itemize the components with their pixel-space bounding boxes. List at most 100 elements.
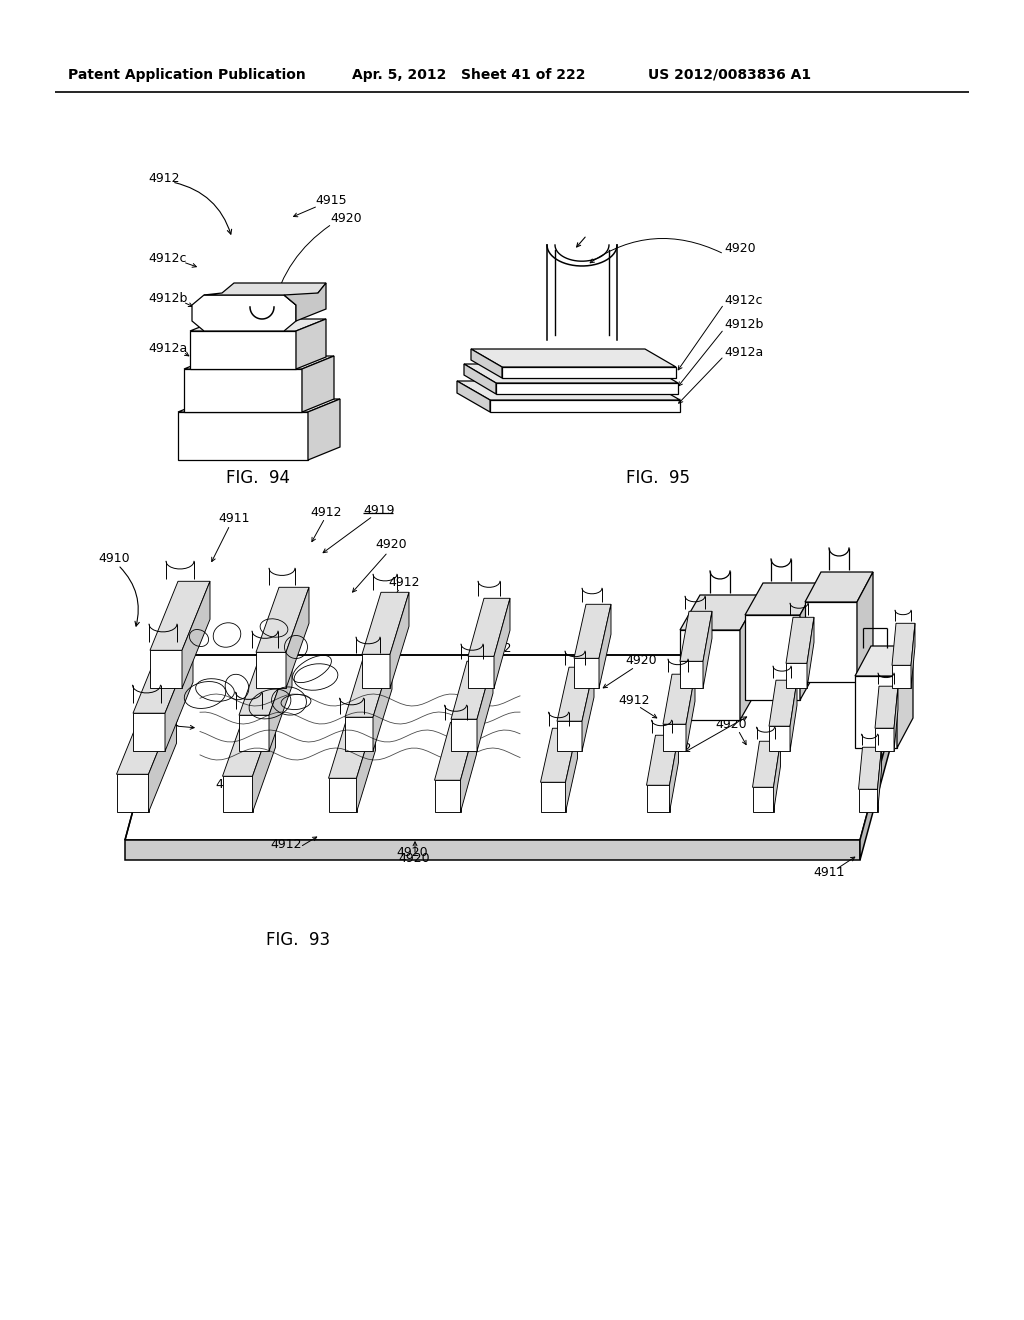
Polygon shape — [858, 747, 882, 789]
Polygon shape — [773, 742, 780, 812]
Polygon shape — [184, 370, 302, 412]
Polygon shape — [786, 663, 807, 688]
Polygon shape — [345, 717, 373, 751]
Polygon shape — [807, 618, 814, 688]
Polygon shape — [911, 623, 915, 688]
Polygon shape — [117, 705, 176, 775]
Polygon shape — [790, 680, 797, 751]
Text: 4920: 4920 — [330, 211, 361, 224]
Polygon shape — [740, 595, 760, 719]
Polygon shape — [150, 651, 182, 688]
Polygon shape — [468, 598, 510, 656]
Polygon shape — [892, 665, 911, 688]
Polygon shape — [745, 583, 818, 615]
Text: 4920: 4920 — [215, 779, 247, 792]
Polygon shape — [451, 661, 493, 719]
Polygon shape — [646, 785, 670, 812]
Polygon shape — [133, 644, 193, 713]
Polygon shape — [190, 331, 296, 370]
Polygon shape — [117, 775, 148, 812]
Polygon shape — [256, 587, 309, 652]
Polygon shape — [302, 356, 334, 412]
Polygon shape — [373, 655, 392, 751]
Polygon shape — [471, 348, 502, 378]
Text: 4912c: 4912c — [148, 252, 186, 264]
Polygon shape — [878, 747, 882, 812]
Text: 4912c: 4912c — [724, 293, 763, 306]
Polygon shape — [855, 676, 897, 748]
Polygon shape — [860, 655, 910, 861]
Text: 4912: 4912 — [618, 693, 649, 706]
Polygon shape — [457, 381, 680, 400]
Polygon shape — [390, 593, 409, 688]
Polygon shape — [477, 661, 493, 751]
Polygon shape — [329, 717, 376, 779]
Polygon shape — [222, 776, 253, 812]
Polygon shape — [753, 742, 780, 787]
Polygon shape — [464, 364, 678, 383]
Text: 4912a: 4912a — [724, 346, 763, 359]
Polygon shape — [769, 680, 797, 726]
Polygon shape — [434, 780, 461, 812]
Polygon shape — [541, 783, 565, 812]
Polygon shape — [133, 713, 165, 751]
Polygon shape — [680, 595, 760, 630]
Text: 4912: 4912 — [148, 715, 179, 729]
Polygon shape — [663, 675, 695, 725]
Polygon shape — [894, 686, 898, 751]
Polygon shape — [182, 581, 210, 688]
Polygon shape — [461, 722, 476, 812]
Text: FIG.  95: FIG. 95 — [626, 469, 690, 487]
Polygon shape — [541, 729, 578, 783]
Polygon shape — [345, 655, 392, 717]
Text: 4911: 4911 — [218, 511, 250, 524]
Polygon shape — [680, 611, 712, 661]
Polygon shape — [125, 655, 910, 840]
Polygon shape — [362, 593, 409, 655]
Polygon shape — [502, 367, 676, 378]
Polygon shape — [190, 319, 326, 331]
Polygon shape — [565, 729, 578, 812]
Text: 4912b: 4912b — [148, 292, 187, 305]
Polygon shape — [582, 667, 594, 751]
Polygon shape — [805, 572, 873, 602]
Polygon shape — [193, 294, 296, 331]
Polygon shape — [184, 356, 334, 370]
Text: FIG.  94: FIG. 94 — [226, 469, 290, 487]
Text: 4920: 4920 — [715, 718, 746, 731]
Polygon shape — [892, 623, 915, 665]
Text: 4910: 4910 — [98, 552, 130, 565]
Polygon shape — [494, 598, 510, 688]
Polygon shape — [269, 651, 292, 751]
Polygon shape — [680, 661, 703, 688]
Polygon shape — [434, 722, 476, 780]
Polygon shape — [646, 735, 679, 785]
Polygon shape — [253, 711, 275, 812]
Polygon shape — [557, 667, 594, 721]
Polygon shape — [557, 721, 582, 751]
Text: 4915: 4915 — [315, 194, 347, 206]
Text: 4912: 4912 — [148, 172, 179, 185]
Polygon shape — [125, 840, 860, 861]
Polygon shape — [490, 400, 680, 412]
Polygon shape — [239, 715, 269, 751]
Text: 4920: 4920 — [398, 851, 430, 865]
Polygon shape — [574, 659, 599, 688]
Text: 4912: 4912 — [388, 576, 420, 589]
Polygon shape — [874, 729, 894, 751]
Text: 4912b: 4912b — [724, 318, 763, 331]
Polygon shape — [855, 645, 913, 676]
Polygon shape — [308, 399, 340, 459]
Polygon shape — [464, 364, 496, 393]
Polygon shape — [356, 717, 376, 812]
Text: 4912: 4912 — [660, 742, 691, 755]
Polygon shape — [468, 656, 494, 688]
Polygon shape — [874, 686, 898, 729]
Text: 4912: 4912 — [270, 838, 301, 851]
Text: 4900: 4900 — [790, 619, 821, 631]
Polygon shape — [329, 779, 356, 812]
Text: 4920: 4920 — [724, 242, 756, 255]
Polygon shape — [753, 787, 773, 812]
Polygon shape — [805, 602, 857, 682]
Polygon shape — [204, 282, 326, 305]
